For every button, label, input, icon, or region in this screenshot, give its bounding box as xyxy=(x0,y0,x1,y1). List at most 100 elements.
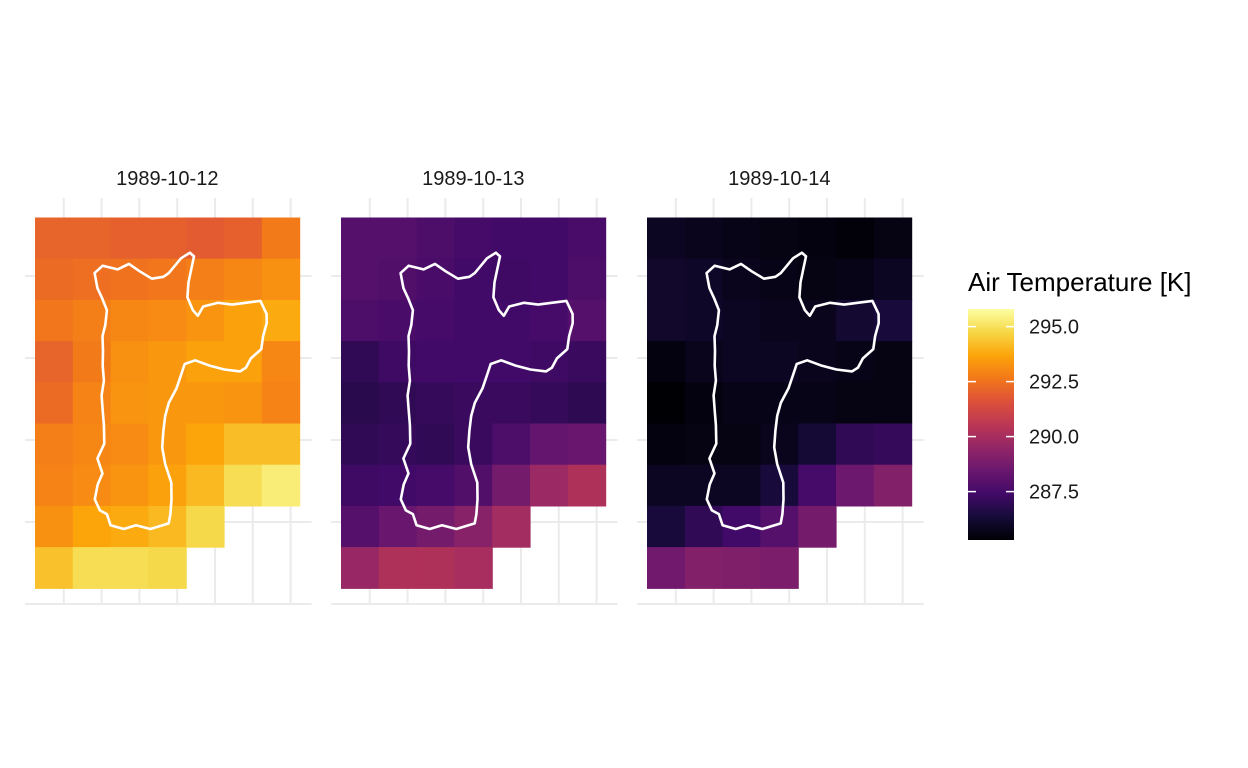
heatmap-tile xyxy=(760,423,799,466)
heatmap-tile xyxy=(378,547,418,589)
heatmap-tile xyxy=(224,382,263,425)
facet-panel-3: 1989-10-14 xyxy=(637,168,924,605)
facet-title: 1989-10-13 xyxy=(422,168,524,190)
boundary-outline xyxy=(93,251,269,531)
heatmap-tile xyxy=(684,217,724,260)
heatmap-tile xyxy=(378,464,418,507)
heatmap-tile xyxy=(72,382,112,425)
heatmap-tile xyxy=(224,299,263,342)
heatmap-tile xyxy=(647,423,686,466)
heatmap-tile xyxy=(148,547,187,589)
heatmap-tile xyxy=(798,382,837,425)
heatmap-tile xyxy=(224,217,263,260)
heatmap-tile xyxy=(722,341,761,383)
heatmap-tile xyxy=(454,423,493,466)
heatmap-tile xyxy=(186,505,225,548)
heatmap-tile xyxy=(567,423,607,466)
heatmap-tile xyxy=(760,299,799,342)
heatmap-tile xyxy=(836,299,875,342)
heatmap-tile xyxy=(760,547,799,589)
heatmap-tile xyxy=(416,382,455,425)
heatmap-tile xyxy=(378,382,418,425)
heatmap-tile xyxy=(35,299,74,342)
heatmap-tile xyxy=(567,341,607,383)
heatmap-tile xyxy=(567,299,607,342)
heatmap-tile xyxy=(530,341,569,383)
heatmap-tile xyxy=(647,464,686,507)
heatmap-tile xyxy=(530,217,569,260)
heatmap-tile xyxy=(416,341,455,383)
heatmap-tile xyxy=(341,299,380,342)
heatmap-tile xyxy=(261,258,301,301)
heatmap-tile xyxy=(873,299,913,342)
heatmap-tile xyxy=(530,464,569,507)
heatmap-tile xyxy=(873,341,913,383)
heatmap-tile xyxy=(341,382,380,425)
heatmap-tile xyxy=(110,299,149,342)
heatmap-tile xyxy=(684,258,724,301)
heatmap-tile xyxy=(35,341,74,383)
heatmap-tile xyxy=(684,423,724,466)
heatmap-tile xyxy=(110,423,149,466)
heatmap-tile xyxy=(261,217,301,260)
legend-ticks: 295.0 292.5 290.0 287.5 xyxy=(968,317,1079,504)
heatmap-tile xyxy=(110,217,149,260)
heatmap-tile xyxy=(722,217,761,260)
heatmap-tile xyxy=(261,299,301,342)
legend-tick-label: 290.0 xyxy=(1029,427,1079,449)
heatmap-tile xyxy=(647,258,686,301)
color-legend: Air Temperature [K] 295.0 292.5 290.0 287.5 xyxy=(968,267,1192,540)
heatmap-tile xyxy=(72,341,112,383)
heatmap-tile xyxy=(647,217,686,260)
heatmap-tile xyxy=(684,341,724,383)
heatmap-tile xyxy=(492,217,531,260)
heatmap-tile xyxy=(35,258,74,301)
heatmap-tile xyxy=(454,547,493,589)
heatmap-tile xyxy=(341,341,380,383)
heatmap-tile xyxy=(454,258,493,301)
heatmap-tile xyxy=(836,423,875,466)
heatmap-tile xyxy=(760,217,799,260)
heatmap-tile xyxy=(567,464,607,507)
heatmap-tile xyxy=(72,217,112,260)
heatmap-tile xyxy=(35,423,74,466)
heatmap-tile xyxy=(378,423,418,466)
heatmap-tile xyxy=(186,217,225,260)
heatmap-tile xyxy=(148,299,187,342)
heatmap-tile xyxy=(836,217,875,260)
heatmap-tile xyxy=(341,505,380,548)
heatmap-tile xyxy=(110,341,149,383)
heatmap-tile xyxy=(35,547,74,589)
facet-panel-2: 1989-10-13 xyxy=(331,168,618,605)
boundary-outline xyxy=(399,251,575,531)
heatmap-tile xyxy=(341,217,380,260)
heatmap-tile xyxy=(35,382,74,425)
heatmap-tile xyxy=(454,299,493,342)
heatmap-tile xyxy=(798,217,837,260)
heatmap-tile xyxy=(647,505,686,548)
heatmap-tile xyxy=(873,217,913,260)
heatmap-tile xyxy=(530,423,569,466)
heatmap-tile xyxy=(647,547,686,589)
facet-title: 1989-10-14 xyxy=(728,168,830,190)
heatmap-tile xyxy=(873,423,913,466)
heatmap-tile xyxy=(110,382,149,425)
heatmap-tile xyxy=(186,382,225,425)
heatmap-tile xyxy=(798,423,837,466)
heatmap-tile xyxy=(261,464,301,507)
heatmap-tile xyxy=(35,464,74,507)
heatmap-tile xyxy=(341,547,380,589)
heatmap-tile xyxy=(416,299,455,342)
heatmap-tile xyxy=(873,258,913,301)
heatmap-tile xyxy=(798,464,837,507)
heatmap-tile xyxy=(416,464,455,507)
heatmap-tile xyxy=(722,423,761,466)
heatmap-tile xyxy=(798,505,837,548)
heatmap-tile xyxy=(873,464,913,507)
heatmap-tile xyxy=(647,299,686,342)
heatmap-tile xyxy=(416,547,455,589)
heatmap-tile xyxy=(224,464,263,507)
heatmap-tile xyxy=(72,547,112,589)
